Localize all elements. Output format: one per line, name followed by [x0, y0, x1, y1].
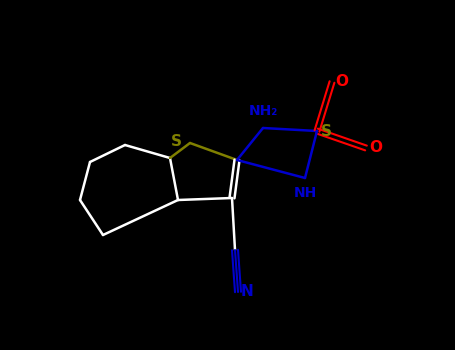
Text: N: N	[241, 285, 254, 300]
Text: S: S	[321, 124, 332, 139]
Text: O: O	[335, 75, 348, 90]
Text: S: S	[171, 134, 182, 149]
Text: NH: NH	[293, 186, 317, 200]
Text: O: O	[369, 140, 382, 155]
Text: NH₂: NH₂	[248, 104, 278, 118]
